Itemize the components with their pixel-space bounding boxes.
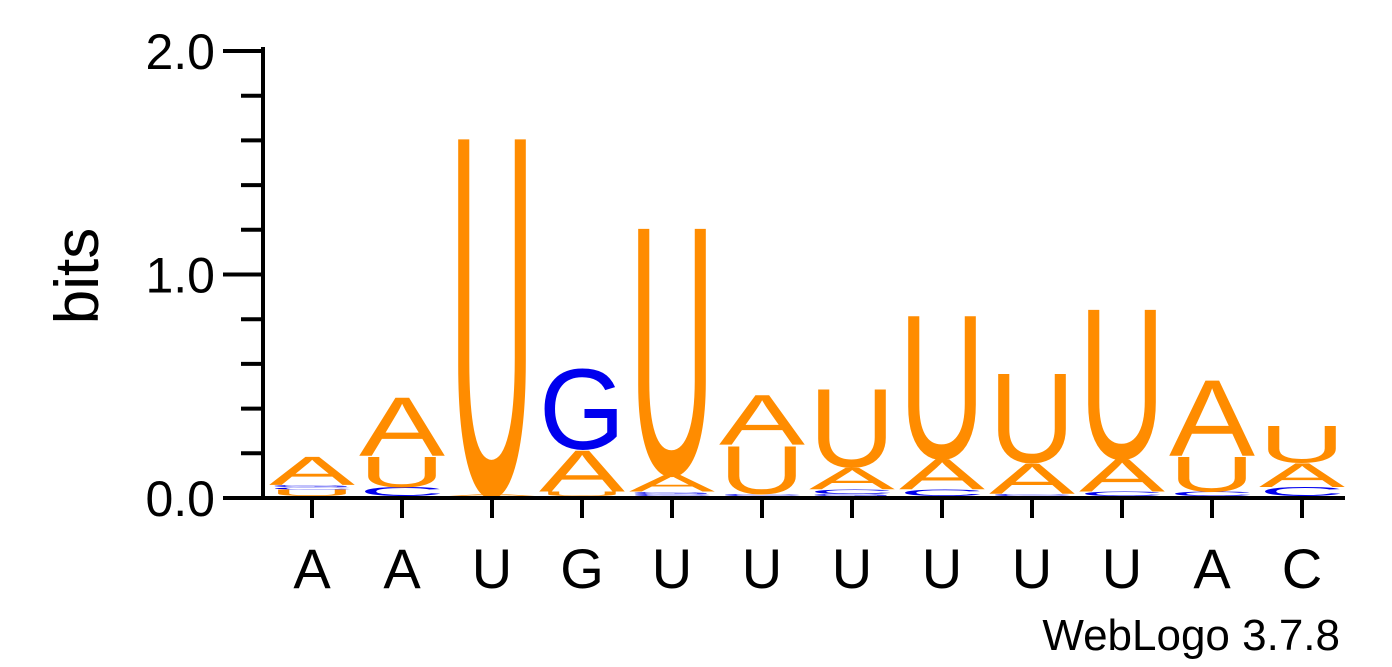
logo-letter-U: U xyxy=(899,272,985,502)
y-tick-label: 1.0 xyxy=(145,248,215,304)
logo-letter-C: C xyxy=(1169,490,1255,497)
logo-letter-A: A xyxy=(359,380,445,474)
logo-letter-A: A xyxy=(989,455,1076,504)
x-tick-label: U xyxy=(832,537,872,600)
logo-letter-C: C xyxy=(899,488,985,498)
logo-letter-C: C xyxy=(719,493,805,496)
x-tick-label: U xyxy=(1102,537,1142,600)
logo-letter-A: A xyxy=(629,469,715,497)
logo-letter-C: C xyxy=(269,486,355,489)
logo-letter-C: C xyxy=(359,485,445,499)
x-tick-label: A xyxy=(383,537,421,600)
logo-letter-A: A xyxy=(269,448,355,493)
logo-letter-C: C xyxy=(1259,485,1345,499)
logo-letter-C: C xyxy=(989,493,1075,496)
logo-letter-G: G xyxy=(269,484,355,488)
logo-letter-U: U xyxy=(1259,415,1345,474)
logo-letter-G: G xyxy=(809,493,895,497)
y-tick-label: 0.0 xyxy=(145,471,215,527)
logo-letter-A: A xyxy=(719,381,805,461)
logo-letter-U: U xyxy=(359,448,445,497)
logo-letter-A: A xyxy=(899,450,986,499)
logo-letter-U: U xyxy=(1169,447,1255,503)
logo-letter-A: A xyxy=(809,461,896,496)
y-axis-label: bits xyxy=(43,228,112,324)
logo-letter-A: A xyxy=(1079,449,1165,502)
x-tick-label: U xyxy=(652,537,692,600)
logo-letter-G: G xyxy=(539,345,625,474)
logo-letter-A: A xyxy=(449,493,535,496)
logo-letter-U: U xyxy=(719,432,805,509)
x-tick-label: U xyxy=(472,537,512,600)
logo-letter-U: U xyxy=(269,488,355,498)
logo-letter-A: A xyxy=(1259,456,1345,494)
x-tick-label: A xyxy=(293,537,331,600)
logo-letter-C: C xyxy=(1079,490,1165,497)
logo-letter-A: A xyxy=(1169,358,1255,480)
x-tick-label: U xyxy=(922,537,962,600)
logo-letter-G: G xyxy=(629,491,715,495)
logo-letter-U: U xyxy=(989,348,1075,491)
weblogo-credit: WebLogo 3.7.8 xyxy=(1042,611,1340,660)
logo-letter-U: U xyxy=(539,490,625,497)
axes: 0.01.02.0A A U G U U U U U U A C xyxy=(145,24,1345,600)
x-tick-label: C xyxy=(1282,537,1322,600)
logo-letter-U: U xyxy=(1079,262,1165,503)
x-tick-label: U xyxy=(742,537,782,600)
y-tick-label: 2.0 xyxy=(145,24,215,80)
x-tick-label: U xyxy=(1012,537,1052,600)
logo-letter-C: C xyxy=(809,488,895,495)
logo-letter-C: C xyxy=(629,493,715,496)
x-tick-label: A xyxy=(1193,537,1231,600)
logo-letter-A: A xyxy=(539,438,625,504)
logo-letter-U: U xyxy=(809,365,895,491)
logo-letter-U: U xyxy=(629,153,715,550)
x-tick-label: G xyxy=(560,537,604,600)
